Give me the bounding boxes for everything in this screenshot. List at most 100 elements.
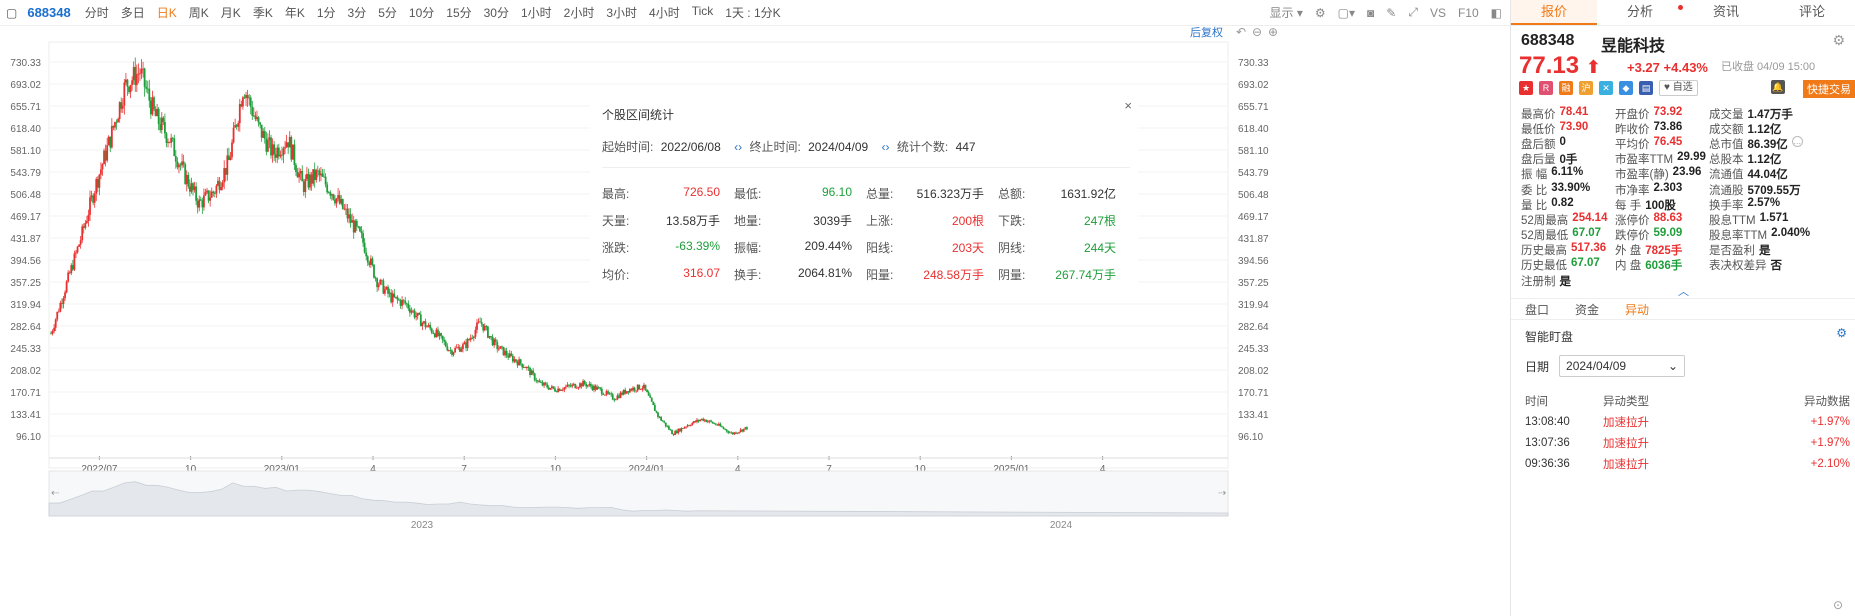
- tag-icon[interactable]: 沪: [1579, 81, 1593, 95]
- quote-label: 成交量: [1709, 108, 1744, 121]
- settings-icon[interactable]: ⚙: [1832, 32, 1845, 48]
- candle-body: [682, 428, 684, 429]
- period-tab[interactable]: 30分: [483, 6, 509, 20]
- period-tab[interactable]: Tick: [691, 4, 714, 18]
- fullscreen-icon[interactable]: ⤢: [1408, 5, 1418, 19]
- candle-body: [276, 147, 279, 158]
- candle-body: [460, 349, 463, 352]
- candle-body: [583, 380, 586, 384]
- candle-body: [380, 279, 383, 281]
- candle-body: [574, 383, 577, 389]
- period-tab[interactable]: 年K: [284, 6, 305, 20]
- undo-icon[interactable]: ↶: [1236, 26, 1246, 39]
- right-tab[interactable]: 评论: [1798, 4, 1825, 19]
- right-tab[interactable]: 资讯: [1678, 0, 1769, 25]
- period-tab[interactable]: 月K: [220, 6, 241, 20]
- smart-monitor-title: 智能盯盘: [1525, 330, 1574, 344]
- f10-button[interactable]: F10: [1457, 5, 1479, 20]
- settings-icon[interactable]: ⚙: [1836, 326, 1847, 340]
- vs-button[interactable]: VS: [1429, 5, 1446, 20]
- tag-icon[interactable]: ▤: [1639, 81, 1653, 95]
- tag-icon[interactable]: R: [1539, 81, 1553, 95]
- tag-icon[interactable]: ◆: [1619, 81, 1633, 95]
- candle-body: [193, 186, 196, 191]
- y-tick-right: 133.41: [1238, 410, 1269, 421]
- alert-row[interactable]: 13:07:36 加速拉升 +1.97%: [1525, 432, 1850, 453]
- quote-cell: 开盘价 73.92: [1615, 106, 1709, 122]
- end-date[interactable]: 2024/04/09: [808, 140, 869, 154]
- period-tab[interactable]: 1小时: [520, 6, 552, 20]
- add-watchlist-button[interactable]: ♥ 自选: [1659, 80, 1698, 96]
- candle-body: [257, 117, 260, 123]
- date-select[interactable]: 2024/04/09 ⌄: [1559, 355, 1686, 377]
- candle-body: [340, 199, 343, 204]
- period-tab[interactable]: 1分: [316, 6, 336, 20]
- period-tab[interactable]: 季K: [252, 6, 273, 20]
- period-tab[interactable]: 5分: [378, 6, 397, 20]
- period-tab[interactable]: 15分: [446, 6, 472, 20]
- draw-icon[interactable]: ✎: [1386, 5, 1397, 20]
- layout-icon[interactable]: ▢▾: [1337, 5, 1356, 20]
- candle-body: [471, 337, 474, 339]
- candle-body: [496, 342, 499, 350]
- tag-icon[interactable]: 融: [1559, 81, 1573, 95]
- right-tab[interactable]: 报价: [1511, 0, 1597, 25]
- alert-row[interactable]: 09:36:36 加速拉升 +2.10%: [1525, 453, 1850, 474]
- panel-toggle-icon[interactable]: ◧: [1490, 5, 1502, 20]
- candle-body: [64, 292, 66, 299]
- period-tab[interactable]: 周K: [188, 6, 209, 20]
- candle-body: [622, 389, 625, 395]
- candle-body: [149, 100, 152, 115]
- stats-row: 涨跌: -63.39% 振幅: 209.44% 阳线: 203天 阴线: 244天: [602, 234, 1130, 261]
- period-tab[interactable]: 4小时: [649, 6, 680, 20]
- candle-body: [112, 125, 115, 128]
- quote-value: 6036手: [1645, 260, 1683, 273]
- period-tab[interactable]: 2小时: [563, 6, 595, 20]
- zoom-out-icon[interactable]: ⊖: [1252, 26, 1262, 39]
- settings-icon[interactable]: ⚙: [1314, 5, 1326, 20]
- chevrons-icon[interactable]: ‹›: [734, 140, 743, 154]
- right-tab[interactable]: 分析: [1626, 4, 1653, 19]
- candle-body: [129, 85, 132, 93]
- candle-body: [318, 170, 321, 176]
- period-tab[interactable]: 分时: [84, 6, 109, 20]
- candle-body: [54, 319, 57, 328]
- sub-tab[interactable]: 异动: [1625, 302, 1650, 317]
- candle-body: [106, 145, 109, 161]
- stats-label: 总量:: [866, 187, 894, 201]
- more-icon[interactable]: …: [1791, 135, 1803, 147]
- stats-label: 均价:: [602, 268, 630, 282]
- candle-body: [363, 242, 366, 253]
- quick-trade-button[interactable]: 快捷交易: [1803, 80, 1855, 98]
- sidebar-toggle-icon[interactable]: ▢: [6, 5, 18, 20]
- restore-right-toggle[interactable]: 后复权: [1190, 26, 1223, 39]
- close-icon[interactable]: ×: [1124, 98, 1132, 113]
- period-dropdown[interactable]: 1天 : 1分K: [725, 6, 781, 20]
- camera-icon[interactable]: ◙: [1367, 5, 1375, 20]
- candle-body: [67, 272, 70, 282]
- flag-icon[interactable]: ★: [1519, 81, 1533, 95]
- quote-cell: 总市值 86.39亿…: [1709, 135, 1803, 152]
- candle-body: [479, 321, 481, 323]
- start-date[interactable]: 2022/06/08: [660, 140, 721, 154]
- stats-label: 阳量:: [866, 268, 894, 282]
- sub-tab[interactable]: 盘口: [1525, 302, 1550, 317]
- bell-icon[interactable]: 🔔: [1771, 80, 1785, 94]
- stats-cell: 振幅: 209.44%: [734, 239, 866, 256]
- chevrons-icon[interactable]: ‹›: [881, 140, 890, 154]
- period-tab[interactable]: 10分: [408, 6, 435, 20]
- display-menu[interactable]: 显示 ▾: [1269, 6, 1303, 20]
- period-tab[interactable]: 3小时: [606, 6, 638, 20]
- collapse-icon[interactable]: ︿: [1678, 286, 1689, 298]
- candle-body: [446, 346, 449, 351]
- candle-body: [232, 127, 235, 143]
- alert-row[interactable]: 13:08:40 加速拉升 +1.97%: [1525, 411, 1850, 432]
- period-tab[interactable]: 多日: [120, 6, 145, 20]
- zoom-in-icon[interactable]: ⊕: [1268, 26, 1278, 39]
- tag-icon[interactable]: ✕: [1599, 81, 1613, 95]
- period-tab[interactable]: 3分: [347, 6, 367, 20]
- sub-tab[interactable]: 资金: [1575, 302, 1600, 317]
- stock-code-link[interactable]: 688348: [27, 5, 71, 20]
- candle-body: [533, 373, 536, 381]
- period-tab[interactable]: 日K: [156, 6, 177, 20]
